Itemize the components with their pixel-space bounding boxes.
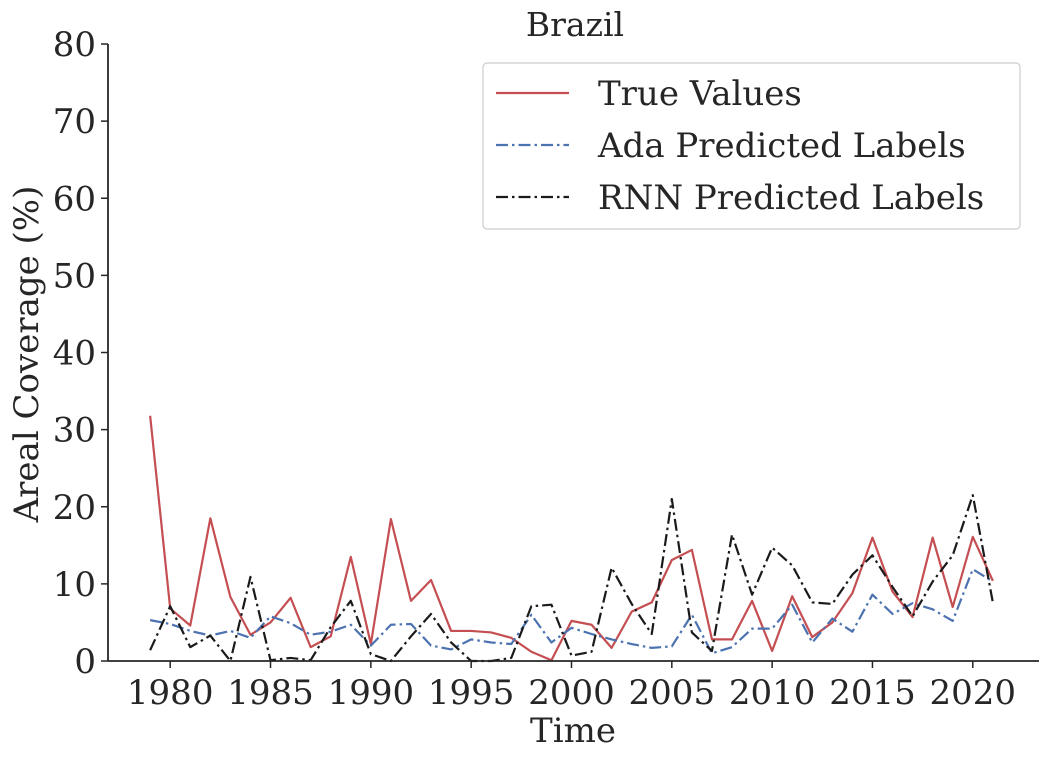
chart-title: Brazil <box>526 5 624 44</box>
series-line-2 <box>149 568 994 655</box>
x-axis-label: Time <box>530 711 616 751</box>
series-line-1 <box>149 415 994 662</box>
x-tick-label: 2015 <box>829 673 916 713</box>
y-axis-label: Areal Coverage (%) <box>7 186 47 524</box>
legend: True Values Ada Predicted Labels RNN Predi… <box>482 62 1021 230</box>
y-tick-label: 0 <box>74 642 96 682</box>
ticks-layer: 1980 1985 1990 1995 2000 2005 2010 2015 2020 0 10 2… <box>53 25 1016 713</box>
y-tick-label: 40 <box>53 334 96 374</box>
x-tick-label: 2005 <box>629 673 716 713</box>
y-tick-label: 20 <box>53 488 96 528</box>
y-tick-label: 50 <box>53 256 96 296</box>
legend-label-3: RNN Predicted Labels <box>598 178 984 218</box>
y-tick-label: 60 <box>53 179 96 219</box>
series-layer <box>149 415 994 663</box>
x-tick-label: 1995 <box>428 673 515 713</box>
y-tick-label: 80 <box>53 25 96 65</box>
y-tick-label: 70 <box>53 102 96 142</box>
x-tick-label: 2020 <box>930 673 1017 713</box>
legend-label-1: True Values <box>598 74 802 114</box>
series-line-3 <box>149 494 994 663</box>
x-tick-label: 1990 <box>328 673 415 713</box>
legend-label-2: Ada Predicted Labels <box>597 126 966 166</box>
y-tick-label: 10 <box>53 565 96 605</box>
x-tick-label: 1985 <box>227 673 314 713</box>
legend-box <box>482 62 1021 230</box>
x-tick-label: 1980 <box>127 673 214 713</box>
y-tick-label: 30 <box>53 411 96 451</box>
x-tick-label: 2000 <box>528 673 615 713</box>
x-tick-label: 2010 <box>729 673 816 713</box>
